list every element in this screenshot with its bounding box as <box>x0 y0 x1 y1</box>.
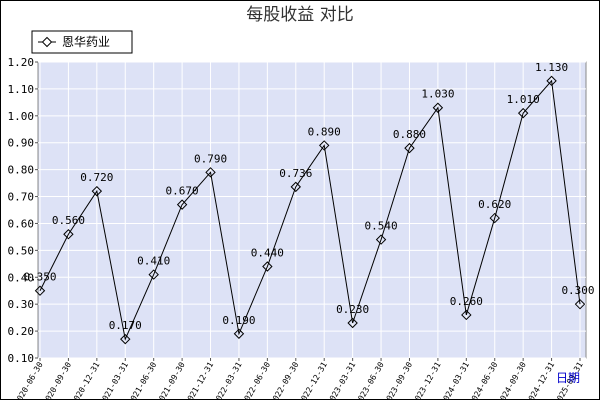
data-point <box>205 167 216 178</box>
data-point <box>574 298 586 310</box>
data-label: 0.620 <box>478 198 511 211</box>
x-axis-ticks: 2020-06-302020-09-302020-12-312021-03-31… <box>13 358 585 400</box>
data-label: 0.720 <box>80 171 113 184</box>
data-point <box>148 269 159 280</box>
data-labels: 0.350 0.560 0.720 0.170 0.410 0.670 0.790 0.190… <box>23 61 594 332</box>
y-tick-label: 0.80 <box>8 164 35 177</box>
y-tick-label: 1.10 <box>8 83 35 96</box>
data-label: 0.670 <box>166 185 199 198</box>
data-point <box>461 309 472 321</box>
data-point <box>489 212 500 224</box>
data-point <box>63 229 74 240</box>
x-tick-label: 2024-12-31 <box>524 360 556 400</box>
x-tick-label: 2021-06-30 <box>127 360 159 400</box>
data-label: 0.190 <box>222 314 255 327</box>
data-label: 0.410 <box>137 255 170 268</box>
x-tick-label: 2022-09-30 <box>269 360 301 400</box>
x-tick-label: 2021-03-31 <box>98 360 130 400</box>
data-label: 0.350 <box>23 271 56 284</box>
data-label: 0.890 <box>308 125 341 138</box>
y-tick-label: 0.20 <box>8 325 35 338</box>
data-point <box>319 140 330 151</box>
y-tick-label: 0.60 <box>8 217 35 230</box>
data-label: 0.170 <box>109 319 142 332</box>
legend: 恩华药业 <box>31 30 133 54</box>
x-tick-label: 2023-03-31 <box>325 360 357 400</box>
data-point <box>290 181 301 193</box>
x-tick-label: 2020-12-31 <box>70 360 102 400</box>
data-label: 0.260 <box>450 295 483 308</box>
y-tick-label: 0.40 <box>8 271 35 284</box>
x-tick-label: 2024-09-30 <box>496 360 528 400</box>
x-tick-label: 2023-12-31 <box>411 360 443 400</box>
x-tick-label: 2022-03-31 <box>212 360 244 400</box>
x-tick-label: 2024-03-31 <box>439 360 471 400</box>
data-point <box>262 261 273 272</box>
data-label: 0.790 <box>194 152 227 165</box>
y-axis-ticks: 0.10 0.20 0.30 0.40 0.50 0.60 0.70 0.80 0.90 1.00… <box>8 56 38 365</box>
data-label: 1.030 <box>421 88 454 101</box>
x-axis-title: 日期 <box>556 371 580 385</box>
x-tick-label: 2022-12-31 <box>297 360 329 400</box>
data-point <box>34 285 46 296</box>
y-tick-label: 0.10 <box>8 352 35 365</box>
data-label: 0.230 <box>336 303 369 316</box>
legend-box <box>31 30 133 54</box>
data-point <box>404 142 415 154</box>
y-tick-label: 1.20 <box>8 56 35 69</box>
y-tick-label: 0.30 <box>8 298 35 311</box>
x-tick-label: 2023-09-30 <box>382 360 414 400</box>
data-point <box>233 328 245 339</box>
series-line <box>39 79 581 341</box>
data-label: 0.736 <box>279 167 312 180</box>
data-point <box>176 199 188 210</box>
data-point <box>546 75 557 87</box>
x-tick-label: 2020-09-30 <box>41 360 73 400</box>
data-point <box>91 185 103 197</box>
data-label: 1.010 <box>507 93 540 106</box>
chart-title: 每股收益 对比 <box>246 5 353 25</box>
data-label: 0.880 <box>393 128 426 141</box>
data-point <box>432 102 444 113</box>
data-label: 0.560 <box>52 214 85 227</box>
grid-lines <box>38 61 586 359</box>
x-tick-label: 2022-06-30 <box>240 360 272 400</box>
data-label: 1.130 <box>535 61 568 74</box>
x-tick-label: 2023-06-30 <box>354 360 386 400</box>
y-tick-label: 1.00 <box>8 110 35 123</box>
x-tick-label: 2021-09-30 <box>155 360 187 400</box>
data-point <box>120 333 131 345</box>
data-label: 0.300 <box>561 284 594 297</box>
legend-label: 恩华药业 <box>62 35 110 49</box>
x-tick-label: 2021-12-31 <box>183 360 215 400</box>
x-tick-label: 2024-06-30 <box>468 360 500 400</box>
data-point <box>347 317 358 329</box>
y-tick-label: 0.50 <box>8 244 35 257</box>
series-layer <box>34 75 586 345</box>
y-tick-label: 0.70 <box>8 191 35 204</box>
data-point <box>517 107 529 119</box>
legend-marker-icon <box>41 36 53 48</box>
data-label: 0.540 <box>364 220 397 233</box>
x-tick-label: 2020-06-30 <box>13 360 45 400</box>
y-tick-label: 0.90 <box>8 137 35 150</box>
data-label: 0.440 <box>251 247 284 260</box>
data-point <box>375 234 387 245</box>
